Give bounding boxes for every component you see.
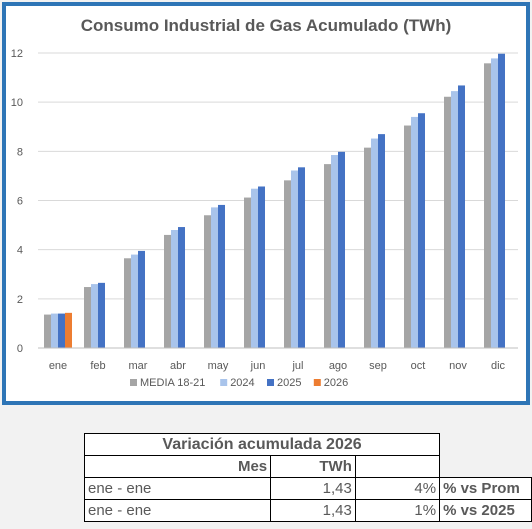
row-twh: 1,43 (270, 499, 356, 522)
y-tick-label: 10 (11, 97, 23, 109)
legend-swatch (130, 379, 137, 386)
table-row: ene - ene 1,43 1% % vs 2025 (83, 499, 532, 522)
x-tick-label: oct (411, 360, 426, 372)
bar-media-18-21 (404, 125, 411, 348)
chart-title: Consumo Industrial de Gas Acumulado (TWh… (81, 16, 452, 35)
x-tick-label: ene (49, 360, 67, 372)
legend-swatch (267, 379, 274, 386)
bar-media-18-21 (244, 197, 251, 348)
bar-2025 (458, 85, 465, 348)
bar-2024 (51, 313, 58, 348)
bar-2024 (91, 284, 98, 348)
legend-swatch (220, 379, 228, 386)
bar-media-18-21 (284, 180, 291, 348)
x-tick-label: mar (129, 360, 148, 372)
bar-2025 (178, 227, 185, 348)
x-tick-label: feb (90, 360, 105, 372)
bar-2024 (251, 188, 258, 348)
bar-2024 (291, 170, 298, 348)
bar-2025 (338, 151, 345, 348)
table-title: Variación acumulada 2026 (83, 433, 441, 456)
bar-2024 (371, 138, 378, 348)
x-tick-label: jul (291, 360, 303, 372)
bar-media-18-21 (204, 215, 211, 348)
legend-label: 2026 (324, 377, 348, 389)
bar-2025 (378, 134, 385, 348)
row-label: % vs 2025 (439, 499, 532, 522)
bar-2024 (411, 116, 418, 349)
bar-2024 (211, 207, 218, 348)
legend-swatch (313, 379, 321, 386)
bar-media-18-21 (484, 63, 491, 348)
header-blank-cell (354, 455, 441, 478)
bar-2025 (418, 113, 425, 349)
row-pct: 4% (354, 477, 441, 500)
y-tick-label: 2 (17, 294, 23, 306)
x-tick-label: ago (329, 360, 347, 372)
y-tick-label: 8 (17, 146, 23, 158)
bar-media-18-21 (444, 96, 451, 348)
bar-media-18-21 (124, 258, 131, 348)
x-tick-label: jun (250, 360, 266, 372)
table-row: ene - ene 1,43 4% % vs Prom (83, 477, 532, 500)
row-twh: 1,43 (270, 477, 356, 500)
x-tick-label: may (208, 360, 229, 372)
bar-2025 (138, 250, 145, 348)
bar-2024 (171, 230, 178, 348)
x-tick-label: abr (170, 360, 186, 372)
legend-label: 2024 (230, 377, 254, 389)
legend-label: 2025 (277, 377, 301, 389)
bar-media-18-21 (364, 147, 371, 348)
header-mes: Mes (83, 455, 272, 478)
row-pct: 1% (354, 499, 441, 522)
bar-2025 (218, 204, 225, 348)
y-tick-label: 0 (17, 343, 23, 355)
bar-2024 (491, 58, 498, 349)
bar-2025 (58, 313, 65, 348)
bar-2025 (498, 53, 505, 349)
y-tick-label: 4 (17, 245, 23, 257)
bar-2025 (98, 282, 105, 348)
bar-2024 (131, 254, 138, 348)
row-label: % vs Prom (439, 477, 532, 500)
bar-2024 (331, 155, 338, 348)
bar-2024 (451, 91, 458, 349)
summary-table: Variación acumulada 2026 Mes TWh ene - e… (83, 433, 532, 522)
row-mes: ene - ene (83, 499, 272, 522)
chart-svg: Consumo Industrial de Gas Acumulado (TWh… (11, 16, 518, 389)
y-tick-label: 6 (17, 196, 23, 208)
x-tick-label: dic (491, 360, 506, 372)
bar-2025 (298, 167, 305, 348)
bar-2026 (65, 312, 72, 348)
bar-media-18-21 (324, 164, 331, 348)
x-tick-label: sep (369, 360, 387, 372)
y-tick-label: 12 (11, 48, 23, 60)
header-twh: TWh (270, 455, 356, 478)
legend-label: MEDIA 18-21 (140, 377, 205, 389)
chart-frame: Consumo Industrial de Gas Acumulado (TWh… (2, 2, 530, 405)
bar-media-18-21 (164, 234, 171, 348)
x-tick-label: nov (449, 360, 467, 372)
bar-2025 (258, 186, 265, 348)
bar-media-18-21 (44, 314, 51, 348)
bar-media-18-21 (84, 287, 91, 348)
row-mes: ene - ene (83, 477, 272, 500)
